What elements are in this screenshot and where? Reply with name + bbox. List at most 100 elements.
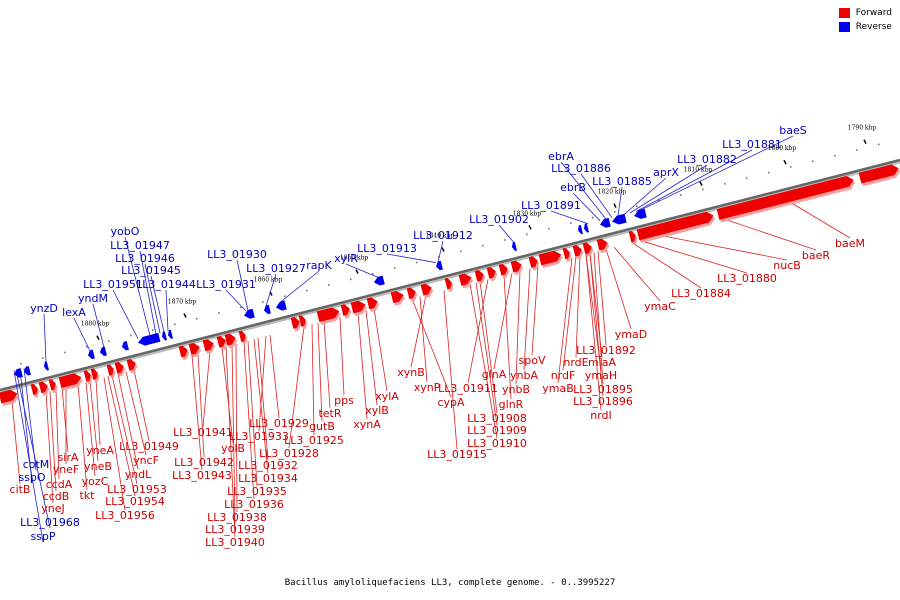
gene-label-ymac: ymaC (644, 300, 676, 313)
forward-gene (106, 364, 116, 379)
reverse-leader-line (550, 210, 589, 225)
forward-gene (90, 368, 100, 383)
gene-label-ll3-01935: LL3_01935 (227, 485, 287, 498)
forward-leader-line (605, 249, 632, 330)
gene-label-yneb: yneB (84, 460, 112, 473)
scale-dot (702, 188, 704, 191)
gene-label-lexa: lexA (62, 306, 86, 319)
scale-tick-label: 1820 kbp (598, 189, 627, 196)
gene-label-ccdb: ccdB (43, 490, 70, 503)
scale-dot (174, 323, 176, 326)
reverse-gene (276, 300, 287, 311)
scale-tick-mark (96, 335, 100, 341)
forward-leader-line (107, 376, 136, 497)
gene-label-ynef: yneF (53, 463, 80, 476)
forward-leader-line (243, 341, 255, 500)
scale-dot (240, 306, 242, 309)
forward-gene (420, 283, 434, 299)
forward-leader-line (231, 344, 236, 525)
forward-leader-line (323, 321, 331, 409)
forward-leader-line (89, 380, 99, 462)
gene-label-xyla: xylA (375, 390, 399, 403)
scale-dot (42, 357, 44, 359)
scale-dot (856, 149, 858, 151)
scale-dot (152, 329, 154, 331)
gene-label-ymab: ymaB (542, 382, 574, 395)
reverse-gene (100, 346, 107, 357)
scale-dot (416, 261, 418, 264)
legend-label-forward: Forward (855, 8, 892, 18)
gene-label-sira: sirA (58, 451, 79, 464)
gene-label-gutb: gutB (309, 420, 335, 433)
reverse-leader-line (386, 253, 437, 263)
scale-dot (86, 346, 88, 348)
forward-gene (216, 335, 228, 351)
reverse-leader-line (13, 370, 44, 543)
forward-gene (350, 300, 368, 317)
reverse-leader-line (15, 369, 51, 529)
forward-leader-line (253, 339, 269, 474)
reverse-leader-line (498, 224, 515, 243)
forward-leader-line (585, 254, 602, 411)
reverse-leader-line (617, 186, 623, 217)
scale-dot (526, 233, 528, 236)
forward-leader-line (269, 334, 280, 419)
gene-label-ebra: ebrA (548, 150, 574, 163)
reverse-leader-line (139, 250, 157, 335)
gene-label-ynba: ynbA (510, 369, 538, 382)
reverse-leader-line (144, 263, 161, 334)
legend-label-reverse: Reverse (855, 22, 892, 32)
forward-leader-line (419, 296, 428, 383)
scale-dot (196, 317, 198, 320)
forward-gene (30, 383, 40, 398)
gene-features (0, 164, 900, 406)
reverse-leader-line (265, 273, 277, 307)
axis-shadow (0, 160, 900, 394)
forward-leader-line (593, 252, 604, 385)
gene-label-cotm: cotM (23, 458, 50, 471)
forward-leader-line (531, 266, 539, 356)
reverse-leader-line (124, 236, 151, 336)
gene-label-ll3-01949: LL3_01949 (119, 440, 179, 453)
forward-leader-line (523, 268, 531, 371)
gene-label-ll3-01930: LL3_01930 (207, 248, 267, 261)
forward-gene (224, 333, 238, 349)
reverse-leader-line (279, 270, 320, 303)
scale-tick-label: 1800 kbp (768, 145, 797, 152)
reverse-gene (512, 241, 517, 252)
reverse-leader-line (236, 259, 249, 311)
reverse-gene (44, 361, 49, 371)
gene-label-yozc: yozC (82, 475, 109, 488)
gene-label-ebrb: ebrB (560, 181, 586, 194)
gene-label-xynp: xynP (414, 381, 441, 394)
reverse-gene (88, 349, 95, 360)
scale-tick-label: 1830 kbp (513, 210, 542, 217)
forward-gene (202, 339, 216, 354)
gene-label-ll3-01910: LL3_01910 (467, 437, 527, 450)
reverse-leader-line (345, 263, 379, 278)
forward-gene (0, 389, 20, 406)
forward-leader-line (562, 256, 577, 371)
forward-leader-line (613, 246, 661, 302)
gene-label-xylr: xylR (334, 252, 358, 265)
forward-gene (444, 277, 454, 293)
forward-leader-line (11, 400, 21, 485)
forward-leader-line (723, 218, 817, 251)
gene-label-glnr: glnR (499, 398, 524, 411)
gene-label-ll3-01912: LL3_01912 (413, 229, 473, 242)
forward-gene (406, 287, 418, 302)
reverse-leader-line (43, 313, 47, 363)
forward-gene (458, 273, 474, 289)
gene-label-pps: pps (334, 394, 354, 407)
gene-label-yncf: yncF (133, 454, 159, 467)
forward-leader-line (479, 281, 498, 414)
scale-dot (328, 284, 330, 286)
forward-leader-line (191, 354, 203, 471)
gene-label-ymah: ymaH (585, 369, 617, 382)
reverse-leader-line (437, 240, 444, 263)
forward-leader-line (317, 322, 323, 422)
scale-dot (460, 250, 462, 253)
scale-dot (680, 194, 682, 196)
gene-label-baer: baeR (802, 249, 830, 262)
